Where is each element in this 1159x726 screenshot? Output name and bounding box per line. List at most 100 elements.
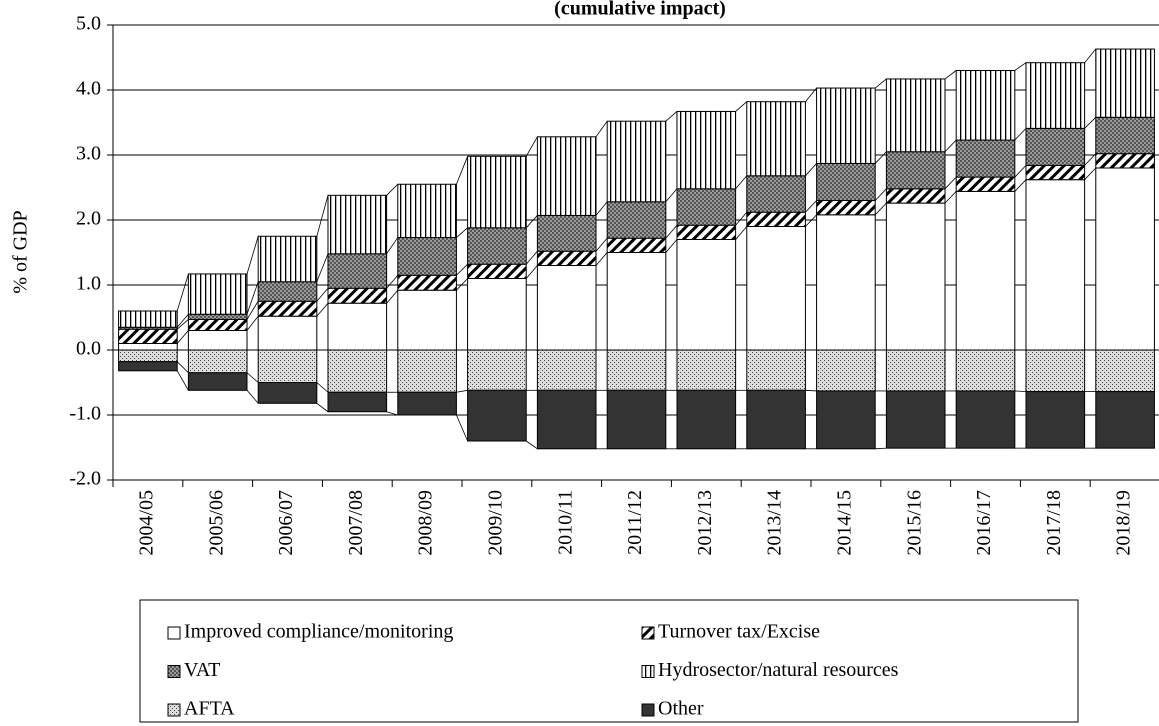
legend-swatch <box>641 703 655 717</box>
bar-segment <box>816 390 876 450</box>
bar-segment <box>187 349 248 374</box>
bar-segment <box>676 110 737 190</box>
legend-swatch <box>641 665 655 678</box>
bar-segment <box>397 289 457 351</box>
series-line <box>456 156 468 185</box>
series-line <box>665 224 678 239</box>
bar-segment <box>118 310 178 328</box>
series-line <box>1014 165 1027 178</box>
bar-segment <box>816 87 876 164</box>
bar-segment <box>1025 62 1086 129</box>
bar-segment <box>536 349 597 391</box>
series-line <box>456 227 468 238</box>
y-tick-label: 4.0 <box>76 78 101 100</box>
series-line <box>386 237 399 255</box>
series-line <box>386 289 399 304</box>
series-line <box>944 191 957 204</box>
series-line <box>176 313 189 328</box>
bar-segment <box>955 176 1016 192</box>
x-tick-label: 2016/17 <box>973 490 995 556</box>
bar-segment <box>327 349 388 393</box>
series-line <box>386 274 399 289</box>
series-line <box>456 414 468 442</box>
bar-segment <box>118 361 178 372</box>
series-line <box>874 78 887 89</box>
series-line <box>944 176 957 190</box>
series-line <box>805 163 817 177</box>
legend-label: Turnover tax/Excise <box>658 621 820 643</box>
series-line <box>246 372 259 383</box>
series-line <box>176 361 189 374</box>
bar-segment <box>746 349 806 391</box>
series-line <box>944 139 957 153</box>
bar-segment <box>1095 48 1155 118</box>
bar-segment <box>885 151 946 190</box>
bar-segment <box>397 391 457 416</box>
x-tick-label: 2015/16 <box>903 490 925 556</box>
bar-segment <box>397 349 457 393</box>
series-line <box>665 188 678 203</box>
bar-segment <box>746 389 806 450</box>
bar-segment <box>955 190 1016 351</box>
bar-segment <box>816 162 876 201</box>
series-line <box>525 136 538 157</box>
series-line <box>805 200 817 213</box>
x-tick-label: 2017/18 <box>1043 490 1065 556</box>
y-tick-label: 2.0 <box>76 208 101 230</box>
bar-segment <box>397 274 457 291</box>
y-tick-label: 0.0 <box>76 338 101 360</box>
bar-segment <box>467 278 527 351</box>
bar-segment <box>536 265 597 351</box>
series-line <box>176 319 189 330</box>
series-line <box>1014 179 1027 192</box>
bar-segment <box>1095 116 1155 155</box>
chart-title: (cumulative impact) <box>554 0 726 20</box>
series-line <box>1014 128 1027 141</box>
bar-segment <box>746 211 806 227</box>
x-tick-label: 2008/09 <box>415 490 437 556</box>
series-line <box>1084 153 1097 166</box>
bar-segment <box>1095 391 1155 449</box>
series-line <box>875 447 887 450</box>
series-line <box>595 120 608 138</box>
bar-segment <box>327 302 388 351</box>
series-line <box>246 281 259 315</box>
legend-label: Hydrosector/natural resources <box>658 659 899 681</box>
bar-segment <box>327 287 388 304</box>
y-axis-label: % of GDP <box>10 210 32 293</box>
bar-segment <box>536 250 597 266</box>
series-line <box>1084 117 1097 129</box>
bar-segment <box>467 263 527 280</box>
bar-segment <box>327 253 388 289</box>
bar-segment <box>327 391 388 413</box>
series-line <box>665 111 678 122</box>
x-tick-label: 2005/06 <box>205 490 227 556</box>
bar-segment <box>1025 127 1086 166</box>
bar-segment <box>467 155 527 229</box>
series-line <box>176 273 189 312</box>
bar-segment <box>676 239 737 351</box>
series-line <box>316 195 329 237</box>
bar-segment <box>187 273 248 315</box>
legend-swatch <box>641 626 655 640</box>
bar-segment <box>816 349 876 392</box>
series-line <box>735 211 748 226</box>
x-tick-label: 2012/13 <box>694 490 716 556</box>
series-line <box>316 287 329 302</box>
bar-segment <box>955 70 1016 141</box>
y-tick-label: -2.0 <box>69 468 101 490</box>
bar-segment <box>467 227 527 265</box>
legend-label: Improved compliance/monitoring <box>184 621 453 643</box>
bar-segment <box>676 224 737 240</box>
series-line <box>874 202 887 216</box>
series-line <box>316 402 329 413</box>
series-line <box>246 315 259 331</box>
x-tick-label: 2014/15 <box>833 490 855 556</box>
bar-segment <box>187 318 248 332</box>
bar-segment <box>467 349 527 391</box>
series-line <box>456 278 468 291</box>
bar-segment <box>606 120 667 203</box>
series-line <box>386 183 399 196</box>
series-line <box>735 101 748 112</box>
